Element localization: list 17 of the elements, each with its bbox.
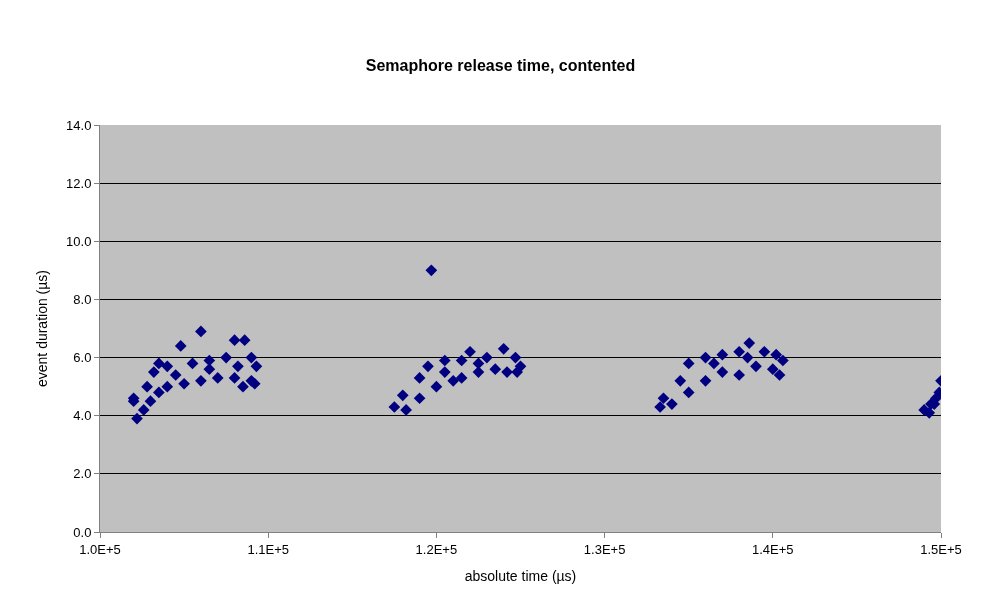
- x-axis-title: absolute time (µs): [464, 567, 577, 584]
- x-tick-label: 1.5E+5: [920, 541, 962, 557]
- x-tick-label: 1.4E+5: [752, 541, 794, 557]
- y-axis-title: event duration (µs): [33, 269, 50, 388]
- x-tick-label: 1.2E+5: [415, 541, 458, 557]
- y-tick-label: 14.0: [66, 117, 92, 133]
- y-tick-label: 8.0: [73, 291, 92, 307]
- y-tick-label: 12.0: [66, 175, 92, 191]
- x-tick-label: 1.3E+5: [583, 541, 626, 557]
- x-tick-label: 1.1E+5: [247, 541, 289, 557]
- y-tick-label: 2.0: [73, 466, 92, 482]
- y-tick-label: 0.0: [73, 524, 92, 540]
- y-tick-label: 4.0: [73, 408, 92, 424]
- y-tick-label: 10.0: [66, 233, 92, 249]
- chart-title: Semaphore release time, contented: [365, 57, 636, 75]
- x-tick-label: 1.0E+5: [79, 541, 121, 557]
- y-tick-label: 6.0: [73, 350, 92, 366]
